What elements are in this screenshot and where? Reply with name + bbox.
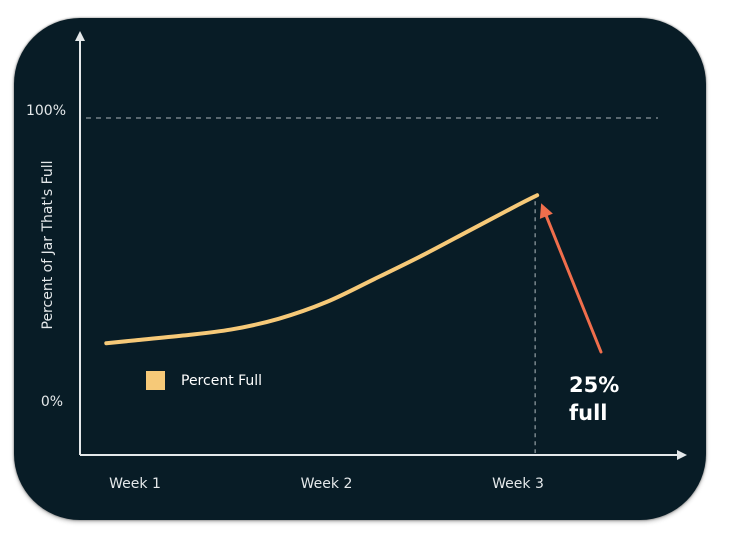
y-axis-label: Percent of Jar That's Full: [40, 160, 56, 329]
y-tick-label: 0%: [41, 394, 63, 410]
series-line-percent-full: [104, 193, 540, 346]
chart-card: [14, 18, 706, 520]
legend-label: Percent Full: [181, 373, 262, 389]
x-tick-label: Week 1: [109, 476, 161, 492]
annotation-line-2: full: [569, 401, 607, 425]
annotation-arrow: [544, 214, 603, 354]
legend-swatch: [146, 371, 165, 390]
annotation-line-1: 25%: [569, 373, 619, 397]
y-tick-label: 100%: [26, 103, 66, 119]
x-tick-label: Week 2: [301, 476, 353, 492]
annotation-arrowhead: [539, 203, 553, 219]
x-tick-label: Week 3: [492, 476, 544, 492]
